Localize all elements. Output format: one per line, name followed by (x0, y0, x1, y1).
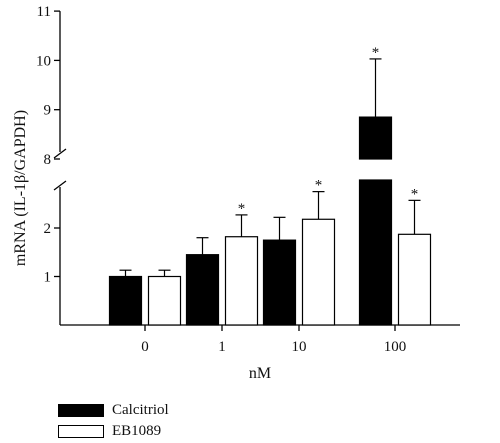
x-tick-label: 1 (218, 339, 226, 355)
y-tick-label: 2 (44, 221, 52, 237)
bar-calcitriol (185, 254, 220, 326)
bar-calcitriol (108, 275, 143, 326)
x-tick-label: 0 (141, 339, 149, 355)
y-tick-label: 1 (44, 270, 52, 286)
legend-item-eb1089: EB1089 (58, 421, 169, 442)
significance-star: * (411, 186, 419, 202)
x-tick-label: 10 (292, 339, 307, 355)
x-tick-label: 100 (384, 339, 407, 355)
legend-label-eb1089: EB1089 (112, 423, 162, 439)
legend: Calcitriol EB1089 (58, 400, 169, 442)
axis-break-mark (53, 148, 67, 159)
legend-swatch-calcitriol (58, 404, 104, 417)
bar-calcitriol (358, 179, 393, 326)
legend-swatch-eb1089 (58, 425, 104, 438)
y-axis-title: mRNA (IL-1β/GAPDH) (12, 110, 29, 266)
bar-eb1089 (147, 275, 182, 326)
y-tick-label: 10 (36, 53, 51, 69)
y-tick-label: 11 (37, 4, 51, 20)
bar-calcitriol-upper (358, 116, 393, 160)
bar-eb1089 (301, 218, 336, 326)
bar-calcitriol (262, 239, 297, 326)
legend-label-calcitriol: Calcitriol (112, 402, 169, 418)
axis-break-mark (53, 180, 67, 191)
bars: * * * * (108, 45, 432, 326)
legend-item-calcitriol: Calcitriol (58, 400, 169, 421)
y-tick-label: 9 (44, 103, 52, 119)
significance-star: * (372, 45, 380, 61)
significance-star: * (238, 201, 246, 217)
bar-eb1089 (397, 233, 432, 326)
bar-eb1089 (224, 236, 259, 326)
x-axis-title: nM (249, 365, 271, 382)
significance-star: * (315, 178, 323, 194)
y-tick-label: 8 (44, 152, 52, 168)
